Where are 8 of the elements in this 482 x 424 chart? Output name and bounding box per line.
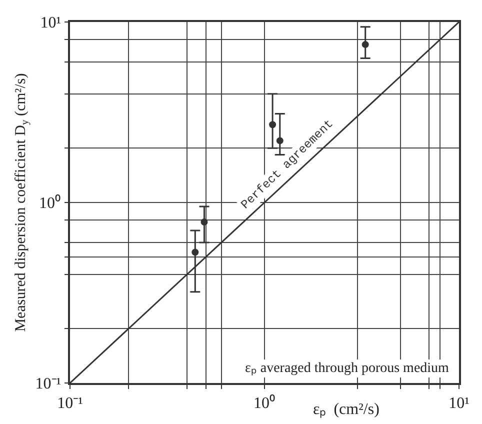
x-tick-label: 10¹ xyxy=(448,394,470,412)
x-axis-title: εₚ (cm²/s) xyxy=(313,401,380,418)
x-tick-label: 10⁰ xyxy=(254,394,276,412)
annotation: εₚ averaged through porous medium xyxy=(245,361,450,376)
y-tick-label: 10⁰ xyxy=(39,194,62,212)
y-tick-label: 10¹ xyxy=(40,14,62,32)
x-tick-label: 10⁻¹ xyxy=(57,394,84,412)
y-tick-label: 10⁻¹ xyxy=(35,376,62,393)
